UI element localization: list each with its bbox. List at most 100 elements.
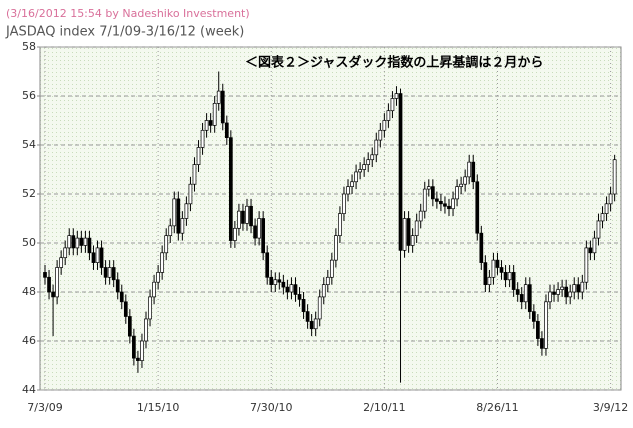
candle-body (548, 291, 552, 303)
x-tick-label: 3/9/12 (593, 401, 628, 414)
candle-body (487, 276, 492, 285)
candle-body (572, 284, 577, 293)
candle-body (216, 90, 221, 104)
candle-body (596, 220, 601, 239)
candle-body (321, 284, 326, 298)
candle-body (152, 281, 156, 298)
y-tick-label: 58 (22, 40, 36, 53)
candle-body (67, 235, 72, 249)
candle-body (507, 272, 512, 281)
candle-body (249, 205, 253, 227)
candle-body (536, 321, 540, 339)
candle-body (281, 281, 286, 288)
candle-body (390, 98, 395, 112)
candle-body (172, 198, 177, 227)
candle-body (265, 252, 270, 278)
candle-body (212, 102, 217, 126)
candle-body (184, 203, 189, 219)
candle-body (475, 181, 480, 234)
candle-body (224, 122, 229, 138)
candle-body (503, 272, 508, 281)
plot-area (39, 46, 622, 391)
candle-body (443, 203, 447, 207)
candle-body (592, 237, 597, 254)
y-tick-label: 52 (22, 187, 36, 200)
candle-body (329, 259, 334, 278)
candle-body (527, 284, 532, 312)
candle-body (576, 284, 581, 293)
candle-body (285, 286, 290, 293)
candle-body (269, 276, 274, 285)
candle-body (540, 338, 544, 349)
candle-body (237, 210, 241, 229)
candle-body (386, 110, 391, 121)
candle-body (160, 252, 165, 273)
candle-body (511, 272, 516, 290)
candle-body (410, 235, 415, 246)
candle-body (164, 235, 169, 254)
candle-body (313, 318, 318, 330)
candle-body (491, 259, 496, 278)
candle-body (374, 139, 379, 156)
candle-body (305, 311, 310, 322)
candle-body (111, 267, 116, 281)
candle-body (523, 284, 528, 303)
candle-body (459, 183, 463, 187)
candle-body (612, 159, 617, 195)
candle-body (123, 301, 128, 317)
candle-body (515, 289, 520, 295)
candle-body (297, 294, 302, 300)
y-tick-label: 50 (22, 236, 36, 249)
candle-body (293, 284, 298, 295)
candle-body (394, 93, 399, 99)
candle-body (398, 93, 403, 251)
candle-body (560, 286, 564, 290)
candle-body (580, 281, 585, 293)
candle-body (233, 227, 237, 241)
candle-body (342, 193, 346, 214)
candle-body (354, 171, 358, 183)
candle-body (422, 188, 427, 212)
candle-body (544, 301, 548, 349)
candle-body (600, 213, 605, 222)
candle-body (204, 120, 209, 131)
candle-body (261, 218, 266, 254)
candle-body (168, 225, 173, 237)
candle-body (79, 237, 84, 246)
candle-body (451, 198, 455, 210)
candle-body (483, 262, 488, 286)
y-tick-label: 44 (22, 383, 36, 396)
candle-body (192, 164, 197, 185)
candle-body (301, 299, 306, 312)
candle-body (241, 210, 245, 224)
candle-body (430, 186, 435, 200)
candle-body (47, 276, 51, 293)
candle-body (370, 154, 375, 161)
candle-body (382, 120, 387, 131)
candle-body (180, 218, 185, 234)
candle-body (55, 267, 59, 298)
candle-body (95, 247, 100, 263)
candle-body (132, 335, 136, 359)
candle-body (144, 318, 148, 342)
candle-body (366, 159, 371, 165)
candle-body (200, 129, 205, 148)
y-tick-label: 48 (22, 285, 36, 298)
candle-body (51, 291, 55, 298)
candle-body (87, 237, 92, 254)
candle-body (463, 176, 468, 185)
candle-body (253, 225, 257, 239)
candle-body (426, 186, 431, 190)
y-tick-label: 46 (22, 334, 36, 347)
candle-body (414, 220, 419, 236)
candle-body (362, 164, 367, 170)
candle-body (71, 235, 76, 249)
candle-body (43, 272, 47, 278)
candle-body (346, 186, 350, 195)
candle-body (495, 259, 500, 268)
candle-body (148, 296, 152, 320)
candle-body (83, 237, 88, 246)
candle-body (519, 294, 524, 303)
candle-body (564, 286, 569, 298)
